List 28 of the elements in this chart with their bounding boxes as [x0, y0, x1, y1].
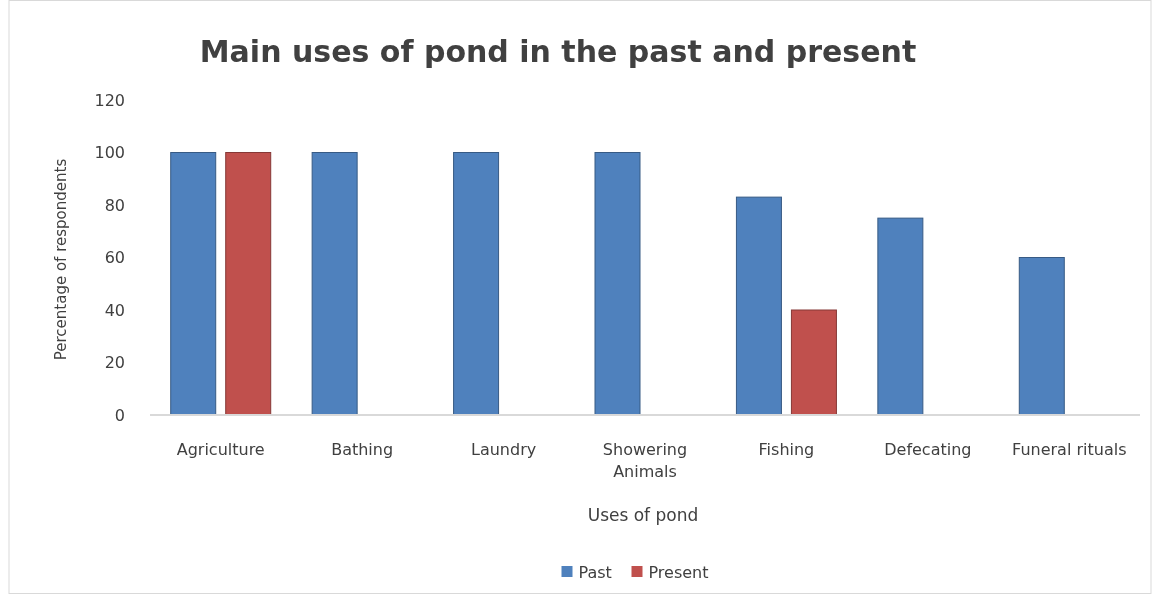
bar	[594, 152, 641, 416]
x-tick-label: Showering Animals	[602, 440, 688, 481]
y-tick-label: 20	[104, 353, 125, 373]
x-tick-label: Defecating	[884, 440, 972, 459]
x-tick-label: Fishing	[758, 440, 815, 459]
x-tick-label: Funeral rituals	[1012, 440, 1127, 459]
x-tick-label: Bathing	[331, 440, 394, 459]
y-axis-title: Percentage of respondents	[52, 158, 70, 361]
y-tick-label: 80	[104, 195, 125, 215]
x-axis-title: Uses of pond	[587, 505, 699, 525]
bar	[311, 152, 358, 416]
chart-title: Main uses of pond in the past and present	[199, 34, 917, 69]
y-tick-label: 100	[94, 143, 125, 163]
y-tick-label: 120	[94, 90, 125, 110]
x-tick-label: Laundry	[470, 440, 537, 459]
y-tick-label: 40	[104, 300, 125, 320]
y-tick-label: 60	[104, 248, 125, 268]
bar	[453, 152, 500, 416]
y-tick-label: 0	[114, 405, 125, 425]
bar	[1018, 257, 1065, 416]
bar	[735, 196, 782, 416]
bar	[225, 152, 272, 416]
bar	[170, 152, 217, 416]
legend-label: Present	[648, 562, 709, 582]
x-tick-label: Agriculture	[176, 440, 265, 459]
bar	[877, 217, 924, 416]
bar	[790, 309, 837, 416]
legend-label: Past	[578, 562, 612, 582]
